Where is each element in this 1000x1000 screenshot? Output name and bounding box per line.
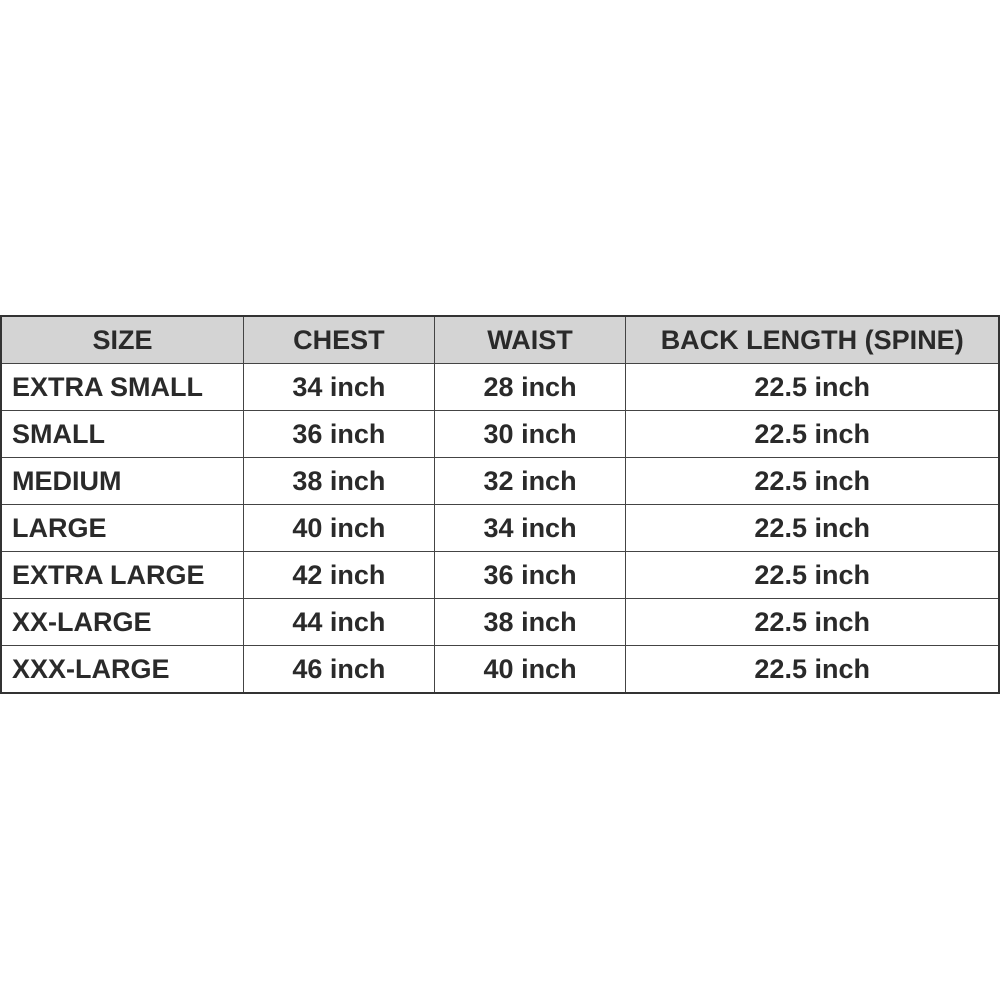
table-cell: 34 inch xyxy=(243,363,435,411)
table-row: SMALL 36 inch 30 inch 22.5 inch xyxy=(0,410,1000,458)
table-row: XXX-LARGE 46 inch 40 inch 22.5 inch xyxy=(0,645,1000,694)
table-cell: 38 inch xyxy=(433,598,627,646)
header-row: SIZE CHEST WAIST BACK LENGTH (SPINE) xyxy=(0,315,1000,364)
table-cell: 40 inch xyxy=(433,645,627,694)
table-cell: 42 inch xyxy=(243,551,435,599)
table-cell: MEDIUM xyxy=(0,457,245,505)
table-cell: XX-LARGE xyxy=(0,598,245,646)
table-cell: 22.5 inch xyxy=(625,410,1000,458)
table-row: XX-LARGE 44 inch 38 inch 22.5 inch xyxy=(0,598,1000,646)
table-cell: 22.5 inch xyxy=(625,551,1000,599)
table-cell: 34 inch xyxy=(433,504,627,552)
table-cell: EXTRA LARGE xyxy=(0,551,245,599)
header-cell: SIZE xyxy=(0,315,245,364)
table-body: EXTRA SMALL 34 inch 28 inch 22.5 inch SMALL 3… xyxy=(0,363,1000,694)
table-cell: 44 inch xyxy=(243,598,435,646)
header-cell: WAIST xyxy=(433,315,627,364)
table-cell: 38 inch xyxy=(243,457,435,505)
table-cell: LARGE xyxy=(0,504,245,552)
table-cell: 22.5 inch xyxy=(625,363,1000,411)
table-cell: SMALL xyxy=(0,410,245,458)
table-cell: 22.5 inch xyxy=(625,457,1000,505)
table-cell: 28 inch xyxy=(433,363,627,411)
size-table: SIZE CHEST WAIST BACK LENGTH (SPINE) EXTRA … xyxy=(0,315,1000,694)
table-cell: 22.5 inch xyxy=(625,598,1000,646)
table-row: EXTRA SMALL 34 inch 28 inch 22.5 inch xyxy=(0,363,1000,411)
table-cell: 40 inch xyxy=(243,504,435,552)
table-cell: 30 inch xyxy=(433,410,627,458)
table-cell: 32 inch xyxy=(433,457,627,505)
table-cell: 22.5 inch xyxy=(625,504,1000,552)
table-cell: XXX-LARGE xyxy=(0,645,245,694)
header-cell: CHEST xyxy=(243,315,435,364)
table-cell: 46 inch xyxy=(243,645,435,694)
table-row: LARGE 40 inch 34 inch 22.5 inch xyxy=(0,504,1000,552)
table-row: MEDIUM 38 inch 32 inch 22.5 inch xyxy=(0,457,1000,505)
table-header: SIZE CHEST WAIST BACK LENGTH (SPINE) xyxy=(0,315,1000,364)
table-cell: 36 inch xyxy=(243,410,435,458)
table-cell: 36 inch xyxy=(433,551,627,599)
table-cell: EXTRA SMALL xyxy=(0,363,245,411)
table-row: EXTRA LARGE 42 inch 36 inch 22.5 inch xyxy=(0,551,1000,599)
table-cell: 22.5 inch xyxy=(625,645,1000,694)
header-cell: BACK LENGTH (SPINE) xyxy=(625,315,1000,364)
